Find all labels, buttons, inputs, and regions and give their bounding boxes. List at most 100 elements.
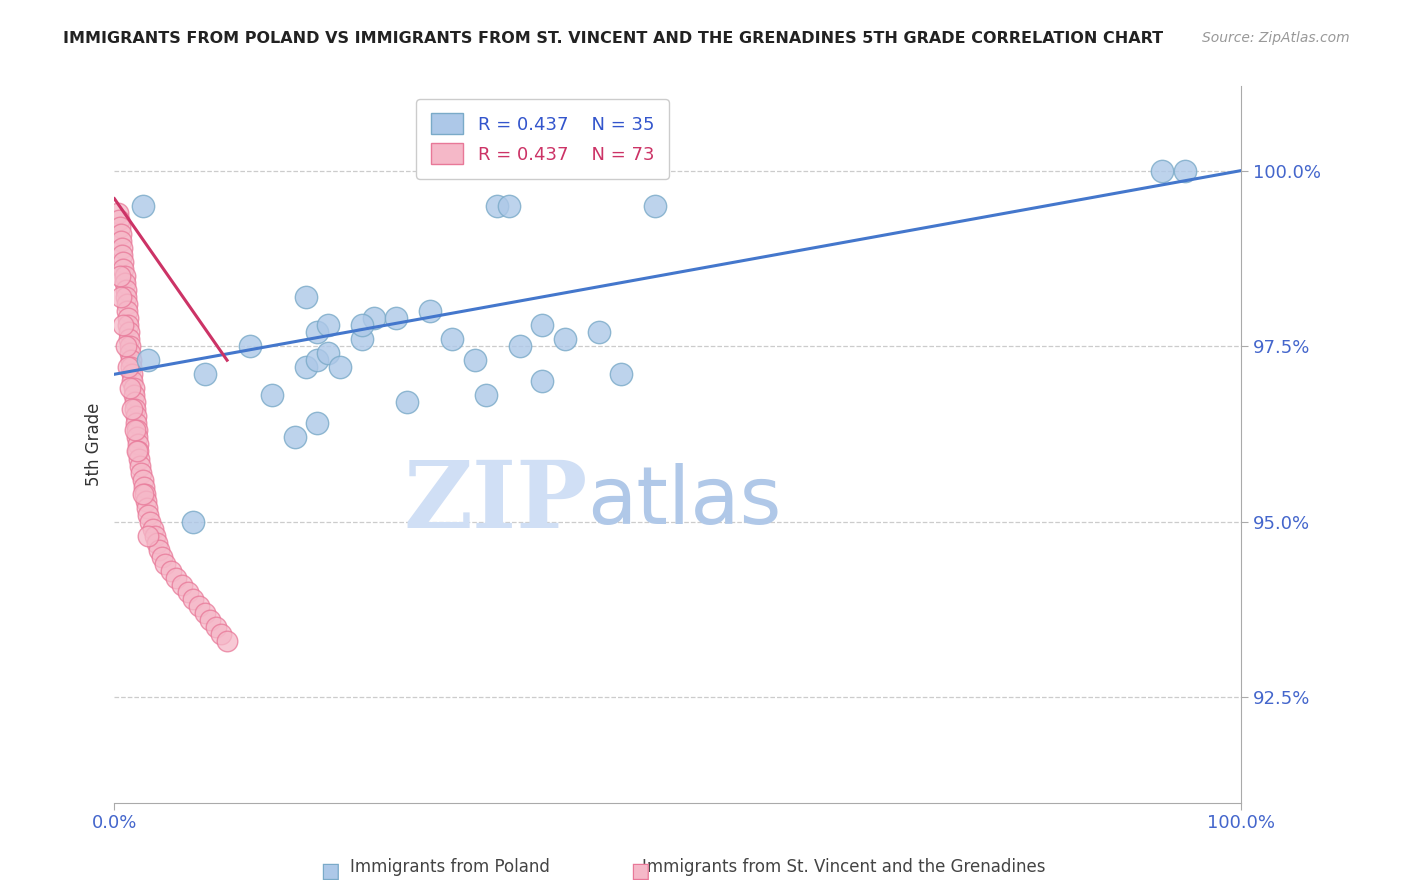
Point bbox=[131, 466, 153, 480]
Point bbox=[120, 360, 142, 375]
Point bbox=[509, 339, 531, 353]
Point bbox=[120, 339, 142, 353]
Point bbox=[112, 255, 135, 269]
Point bbox=[441, 332, 464, 346]
Point bbox=[117, 311, 139, 326]
Text: atlas: atlas bbox=[588, 463, 782, 541]
Point bbox=[125, 417, 148, 431]
Point bbox=[307, 325, 329, 339]
Point bbox=[107, 206, 129, 220]
Point bbox=[120, 353, 142, 368]
Point bbox=[588, 325, 610, 339]
Point bbox=[284, 430, 307, 444]
Point bbox=[125, 409, 148, 424]
Point bbox=[262, 388, 284, 402]
Point bbox=[385, 311, 408, 326]
Point bbox=[108, 219, 131, 234]
Point bbox=[131, 486, 153, 500]
Point bbox=[132, 480, 155, 494]
Point bbox=[114, 339, 136, 353]
Point bbox=[136, 353, 159, 368]
Point bbox=[114, 283, 136, 297]
Point bbox=[209, 627, 232, 641]
Point bbox=[110, 290, 132, 304]
Point bbox=[111, 248, 134, 262]
Point bbox=[127, 444, 149, 458]
Point bbox=[486, 199, 509, 213]
Point bbox=[122, 381, 145, 395]
Point bbox=[531, 374, 554, 388]
Point bbox=[239, 339, 262, 353]
Point bbox=[396, 395, 419, 409]
Text: □: □ bbox=[630, 861, 650, 880]
Point bbox=[215, 634, 238, 648]
Point bbox=[131, 199, 153, 213]
Point bbox=[307, 353, 329, 368]
Point bbox=[295, 290, 318, 304]
Point bbox=[134, 486, 156, 500]
Point bbox=[125, 424, 148, 438]
Point bbox=[1174, 163, 1197, 178]
Point bbox=[121, 402, 143, 417]
Point bbox=[143, 529, 166, 543]
Point bbox=[352, 332, 374, 346]
Point bbox=[111, 241, 134, 255]
Point bbox=[127, 437, 149, 451]
Text: IMMIGRANTS FROM POLAND VS IMMIGRANTS FROM ST. VINCENT AND THE GRENADINES 5TH GRA: IMMIGRANTS FROM POLAND VS IMMIGRANTS FRO… bbox=[63, 31, 1163, 46]
Point bbox=[112, 318, 135, 332]
Text: ■: ■ bbox=[630, 861, 650, 880]
Point bbox=[125, 444, 148, 458]
Point bbox=[115, 304, 138, 318]
Point bbox=[193, 606, 215, 620]
Point bbox=[204, 620, 226, 634]
Point bbox=[131, 473, 153, 487]
Point bbox=[307, 417, 329, 431]
Point bbox=[142, 522, 165, 536]
Point bbox=[136, 508, 159, 522]
Point bbox=[110, 234, 132, 248]
Point bbox=[117, 360, 139, 375]
Point bbox=[124, 402, 146, 417]
Point bbox=[531, 318, 554, 332]
Point bbox=[554, 332, 576, 346]
Point bbox=[498, 199, 520, 213]
Point bbox=[125, 430, 148, 444]
Point bbox=[193, 368, 215, 382]
Point bbox=[122, 388, 145, 402]
Point bbox=[136, 529, 159, 543]
Y-axis label: 5th Grade: 5th Grade bbox=[86, 403, 103, 486]
Point bbox=[610, 368, 633, 382]
Point bbox=[176, 585, 198, 599]
Point bbox=[108, 212, 131, 227]
Point bbox=[475, 388, 498, 402]
Point bbox=[120, 346, 142, 360]
Point bbox=[153, 557, 176, 571]
Point bbox=[129, 458, 152, 473]
Point bbox=[115, 297, 138, 311]
Point bbox=[108, 268, 131, 283]
Text: □: □ bbox=[321, 861, 340, 880]
Point bbox=[110, 227, 132, 241]
Point bbox=[124, 424, 146, 438]
Point bbox=[363, 311, 385, 326]
Point bbox=[135, 493, 157, 508]
Legend: R = 0.437    N = 35, R = 0.437    N = 73: R = 0.437 N = 35, R = 0.437 N = 73 bbox=[416, 99, 669, 178]
Point bbox=[124, 395, 146, 409]
Point bbox=[352, 318, 374, 332]
Point bbox=[114, 276, 136, 290]
Point bbox=[121, 374, 143, 388]
Point bbox=[148, 542, 170, 557]
Point bbox=[121, 368, 143, 382]
Text: Source: ZipAtlas.com: Source: ZipAtlas.com bbox=[1202, 31, 1350, 45]
Point bbox=[146, 536, 169, 550]
Point bbox=[318, 346, 340, 360]
Point bbox=[128, 451, 150, 466]
Point bbox=[159, 564, 181, 578]
Point bbox=[118, 332, 141, 346]
Point bbox=[114, 290, 136, 304]
Point bbox=[114, 268, 136, 283]
Point bbox=[329, 360, 352, 375]
Text: Immigrants from St. Vincent and the Grenadines: Immigrants from St. Vincent and the Gren… bbox=[643, 858, 1045, 876]
Point bbox=[644, 199, 666, 213]
Point bbox=[165, 571, 187, 585]
